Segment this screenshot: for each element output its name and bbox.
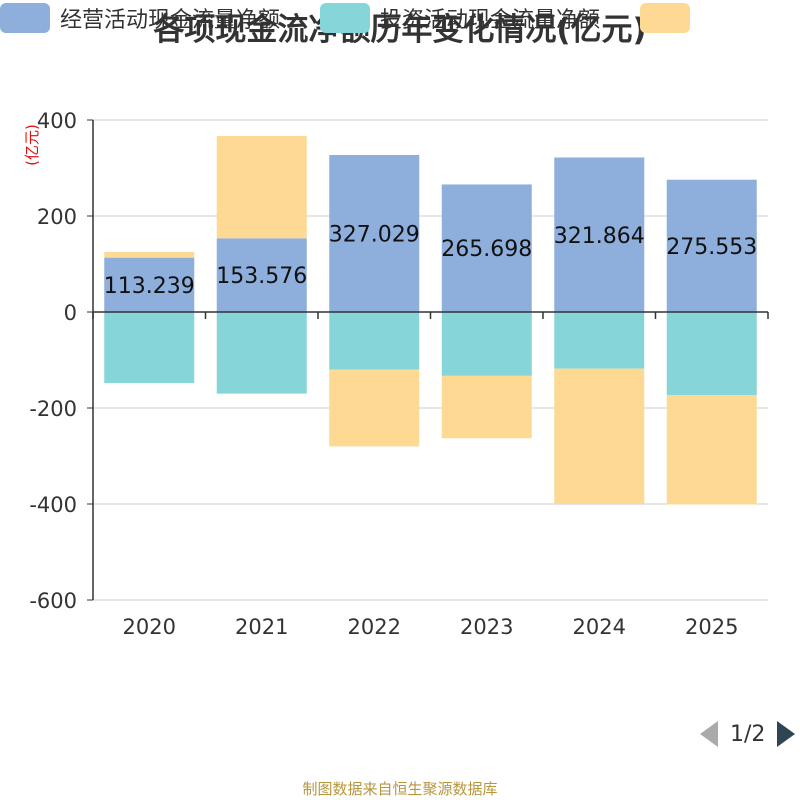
legend-item-investing[interactable]: 投资活动现金流量净额 xyxy=(320,0,600,36)
x-tick-label-2022: 2022 xyxy=(348,615,401,639)
legend-swatch-investing xyxy=(320,3,370,33)
bar-operating-2023 xyxy=(441,184,532,312)
bar-financing-2025 xyxy=(666,395,757,505)
bar-investing-2020 xyxy=(104,312,195,384)
y-tick-label: -400 xyxy=(29,493,77,517)
x-tick-label-2021: 2021 xyxy=(235,615,288,639)
bar-investing-2023 xyxy=(441,312,532,376)
data-label-2024: 321.864 xyxy=(554,224,645,249)
bar-investing-2022 xyxy=(329,312,420,370)
bar-operating-2020 xyxy=(104,257,195,312)
data-label-2025: 275.553 xyxy=(666,235,757,260)
bar-investing-2024 xyxy=(554,312,645,369)
bar-operating-2021 xyxy=(216,238,307,312)
legend-prev-page-icon[interactable] xyxy=(700,721,718,747)
bar-investing-2021 xyxy=(216,312,307,394)
y-tick-label: 200 xyxy=(37,205,77,229)
y-tick-label: 400 xyxy=(37,109,77,133)
bar-financing-2023 xyxy=(441,375,532,439)
legend-swatch-financing xyxy=(640,3,690,33)
data-label-2023: 265.698 xyxy=(441,237,532,262)
data-label-2022: 327.029 xyxy=(329,223,420,248)
x-tick-label-2024: 2024 xyxy=(573,615,626,639)
bar-financing-2022 xyxy=(329,369,420,447)
legend-item-financing[interactable] xyxy=(640,0,700,36)
data-label-2021: 153.576 xyxy=(216,264,307,289)
bar-financing-2020 xyxy=(104,251,195,258)
legend-page-indicator: 1/2 xyxy=(730,721,766,747)
bar-financing-2021 xyxy=(216,136,307,239)
bar-operating-2025 xyxy=(666,179,757,312)
bar-investing-2025 xyxy=(666,312,757,396)
chart-title: 各项现金流净额历年变化情况(亿元) xyxy=(153,12,647,48)
y-tick-label: -200 xyxy=(29,397,77,421)
y-tick-label: -600 xyxy=(29,589,77,613)
legend-label-operating: 经营活动现金流量净额 xyxy=(60,8,281,33)
data-label-2020: 113.239 xyxy=(104,274,195,299)
bar-operating-2022 xyxy=(329,155,420,312)
legend-item-operating[interactable]: 经营活动现金流量净额 xyxy=(0,0,280,36)
data-source-footer: 制图数据来自恒生聚源数据库 xyxy=(302,780,498,798)
legend-pager: 1/2 xyxy=(700,716,796,752)
y-tick-label: 0 xyxy=(64,301,77,325)
bar-financing-2024 xyxy=(554,368,645,504)
legend-swatch-operating xyxy=(0,3,50,33)
legend-next-page-icon[interactable] xyxy=(777,721,796,747)
legend-label-investing: 投资活动现金流量净额 xyxy=(380,8,601,33)
x-tick-label-2020: 2020 xyxy=(123,615,176,639)
bar-operating-2024 xyxy=(554,157,645,312)
x-tick-label-2025: 2025 xyxy=(685,615,738,639)
y-axis-title: (亿元) xyxy=(23,124,41,166)
x-tick-label-2023: 2023 xyxy=(460,615,513,639)
